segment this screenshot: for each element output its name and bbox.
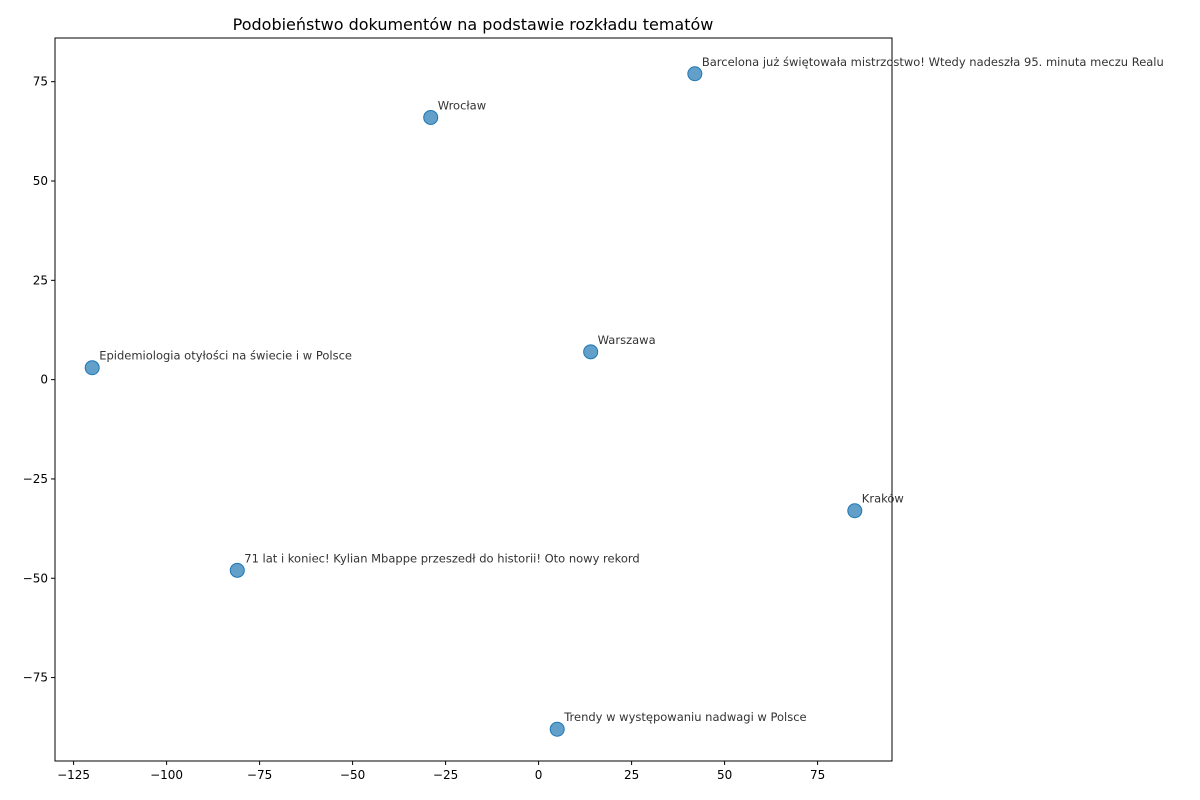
data-point-label: 71 lat i koniec! Kylian Mbappe przeszedł… — [244, 551, 639, 565]
x-tick-label: 25 — [624, 768, 639, 782]
data-point-label: Kraków — [862, 492, 904, 506]
data-point — [84, 360, 100, 376]
y-tick-label: 0 — [40, 373, 48, 387]
x-axis: −125 −100 −75 −50 −25 0 25 50 75 — [57, 761, 825, 782]
y-tick-label: −75 — [23, 671, 48, 685]
y-axis: −75 −50 −25 0 25 50 75 — [23, 75, 55, 685]
data-labels: Barcelona już świętowała mistrzostwo! Wt… — [99, 55, 1164, 724]
plot-area — [54, 37, 893, 762]
x-tick-label: 0 — [535, 768, 543, 782]
y-tick-label: −50 — [23, 571, 48, 585]
x-tick-label: −125 — [57, 768, 90, 782]
data-point — [549, 721, 565, 737]
data-point-label: Warszawa — [598, 333, 656, 347]
x-tick-label: 75 — [810, 768, 825, 782]
y-tick-label: 75 — [33, 75, 48, 89]
data-point-label: Epidemiologia otyłości na świecie i w Po… — [99, 349, 352, 363]
x-tick-label: −50 — [340, 768, 365, 782]
data-point — [687, 66, 703, 82]
data-point-label: Trendy w występowaniu nadwagi w Polsce — [563, 710, 806, 724]
data-point — [229, 562, 245, 578]
data-point-label: Barcelona już świętowała mistrzostwo! Wt… — [702, 55, 1164, 69]
data-point — [847, 503, 863, 519]
y-tick-label: 50 — [33, 174, 48, 188]
chart-title: Podobieństwo dokumentów na podstawie roz… — [233, 15, 714, 34]
y-tick-label: 25 — [33, 273, 48, 287]
y-tick-label: −25 — [23, 472, 48, 486]
data-point — [423, 109, 439, 125]
data-points — [84, 66, 863, 737]
x-tick-label: 50 — [717, 768, 732, 782]
data-point — [583, 344, 599, 360]
x-tick-label: −75 — [247, 768, 272, 782]
x-tick-label: −25 — [433, 768, 458, 782]
data-point-label: Wrocław — [438, 98, 486, 112]
x-tick-label: −100 — [150, 768, 183, 782]
